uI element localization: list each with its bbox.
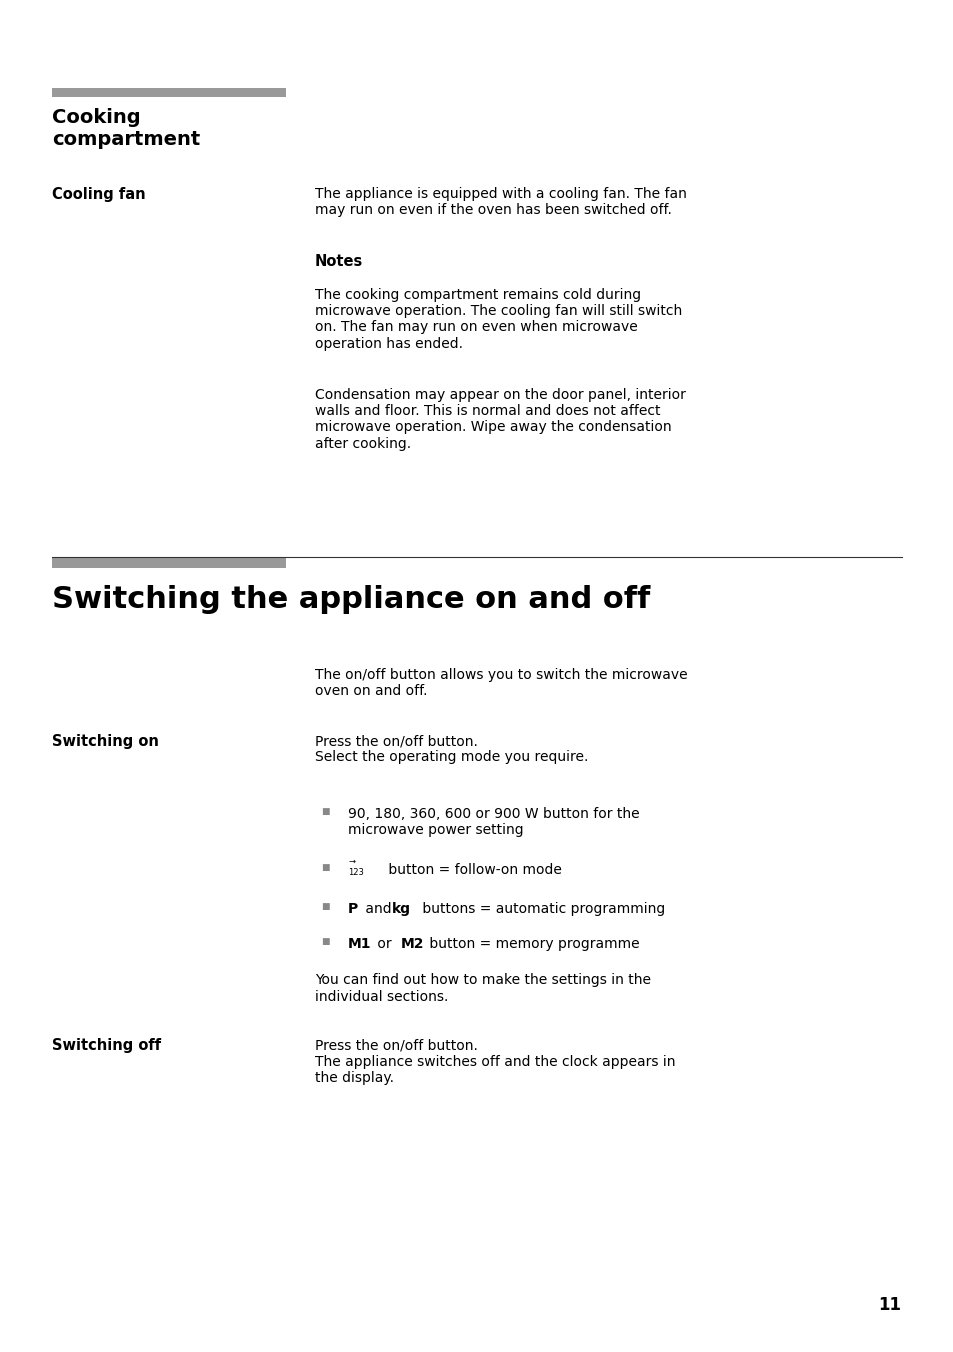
Text: buttons = automatic programming: buttons = automatic programming	[417, 902, 664, 915]
Text: M1: M1	[348, 937, 372, 950]
Text: Notes: Notes	[314, 254, 363, 269]
Text: Press the on/off button.
The appliance switches off and the clock appears in
the: Press the on/off button. The appliance s…	[314, 1038, 675, 1084]
Text: The cooking compartment remains cold during
microwave operation. The cooling fan: The cooking compartment remains cold dur…	[314, 288, 681, 350]
Bar	[52, 558, 286, 568]
Text: kg: kg	[392, 902, 411, 915]
Text: ■: ■	[321, 937, 330, 946]
Text: →: →	[348, 857, 355, 867]
Bar	[52, 88, 286, 97]
Text: Switching on: Switching on	[52, 734, 159, 749]
Text: button = follow-on mode: button = follow-on mode	[384, 863, 561, 876]
Text: 11: 11	[878, 1297, 901, 1314]
Text: Condensation may appear on the door panel, interior
walls and floor. This is nor: Condensation may appear on the door pane…	[314, 388, 685, 450]
Text: P: P	[348, 902, 358, 915]
Text: You can find out how to make the settings in the
individual sections.: You can find out how to make the setting…	[314, 973, 650, 1003]
Text: and: and	[360, 902, 395, 915]
Text: The appliance is equipped with a cooling fan. The fan
may run on even if the ove: The appliance is equipped with a cooling…	[314, 187, 686, 216]
Text: Cooking
compartment: Cooking compartment	[52, 108, 200, 149]
Text: ■: ■	[321, 902, 330, 911]
Text: button = memory programme: button = memory programme	[425, 937, 639, 950]
Text: ■: ■	[321, 807, 330, 817]
Text: Switching off: Switching off	[52, 1038, 161, 1053]
Text: M2: M2	[400, 937, 424, 950]
Text: 123: 123	[348, 868, 364, 877]
Text: The on/off button allows you to switch the microwave
oven on and off.: The on/off button allows you to switch t…	[314, 668, 687, 698]
Text: ■: ■	[321, 863, 330, 872]
Text: 90, 180, 360, 600 or 900 W button for the
microwave power setting: 90, 180, 360, 600 or 900 W button for th…	[348, 807, 639, 837]
Text: Cooling fan: Cooling fan	[52, 187, 146, 201]
Text: Switching the appliance on and off: Switching the appliance on and off	[52, 585, 650, 614]
Text: Press the on/off button.
Select the operating mode you require.: Press the on/off button. Select the oper…	[314, 734, 588, 764]
Text: or: or	[373, 937, 395, 950]
